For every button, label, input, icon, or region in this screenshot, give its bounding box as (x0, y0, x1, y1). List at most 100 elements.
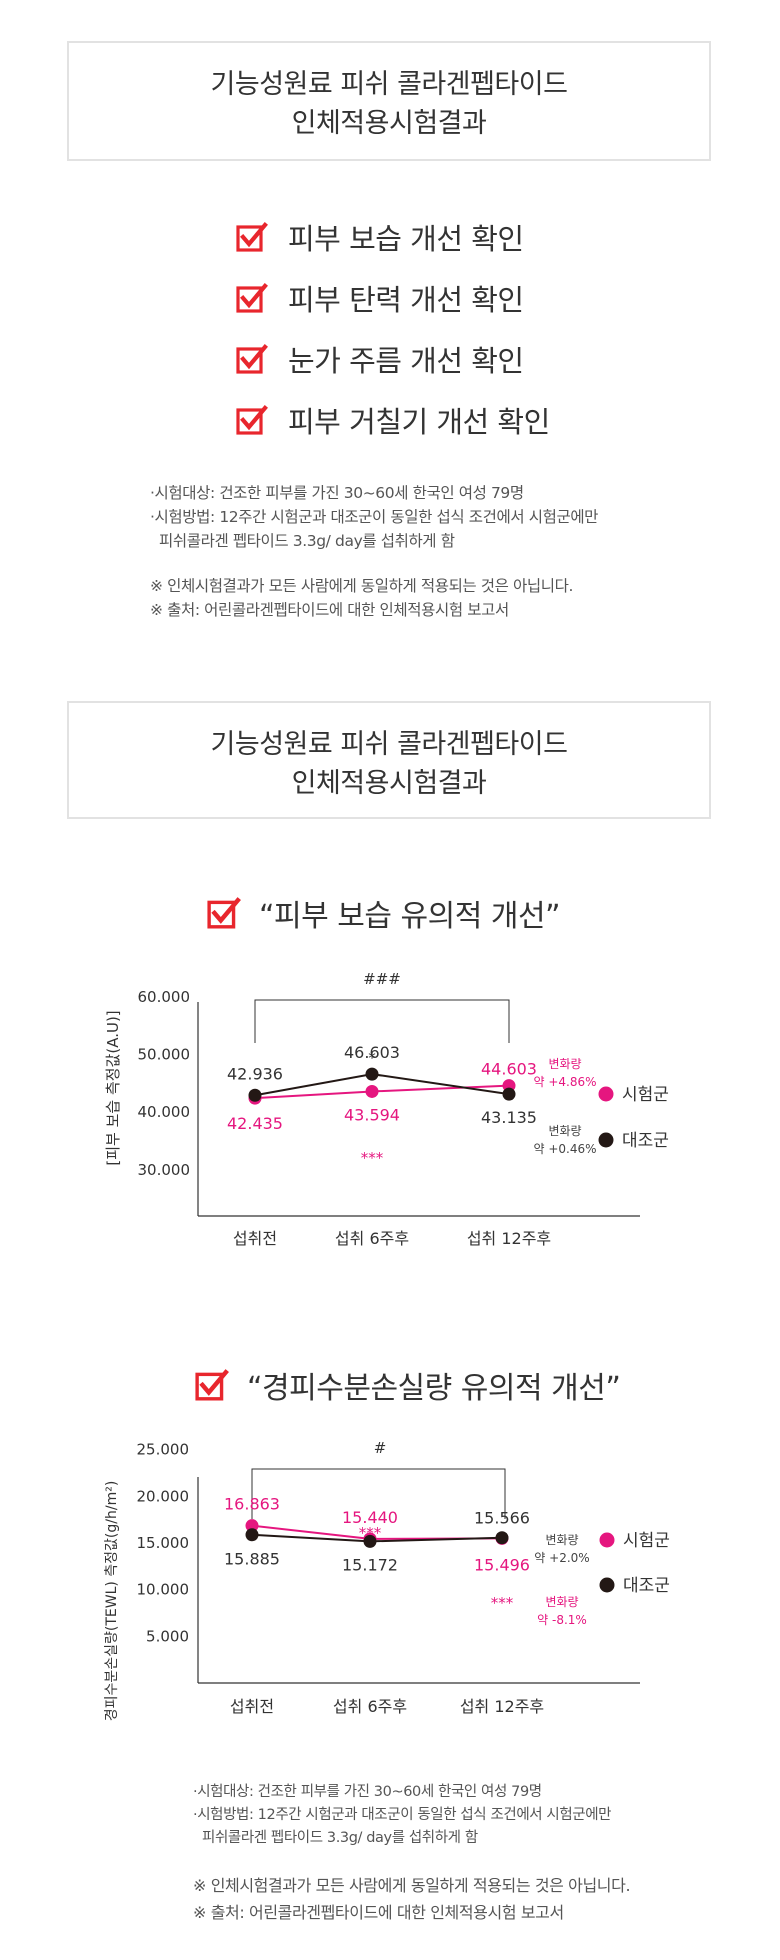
data-label: 15.885 (224, 1550, 280, 1569)
checkbox-check-icon (236, 405, 268, 435)
legend-control-label: 대조군 (623, 1576, 670, 1596)
chart2-test-change-label: 변화량 (545, 1595, 578, 1609)
note-line: ·시험대상: 건조한 피부를 가진 30~60세 한국인 여성 79명 (150, 484, 524, 502)
data-point (245, 1519, 259, 1533)
legend-test-dot (598, 1086, 614, 1102)
footer-notes: ·시험대상: 건조한 피부를 가진 30~60세 한국인 여성 79명 ·시험방… (193, 1781, 612, 1850)
chart2-test-change-value: 약 -8.1% (537, 1612, 587, 1627)
chart2-test-6w-mark: *** (359, 1524, 382, 1542)
legend-control-label: 대조군 (622, 1131, 669, 1151)
y-tick-label: 10.000 (137, 1581, 190, 1599)
tewl-chart: 경피수분손실량(TEWL) 측정값(g/h/m²) 25.000 20.000 15… (104, 1439, 670, 1722)
y-tick-label: 25.000 (137, 1441, 190, 1459)
disclaimer-line: ※ 인체시험결과가 모든 사람에게 동일하게 적용되는 것은 아닙니다. (193, 1876, 631, 1895)
data-point (248, 1088, 262, 1102)
check-label-2: 피부 탄력 개선 확인 (288, 283, 524, 317)
chart2-test-12w-mark: *** (491, 1594, 514, 1612)
check-label-3: 눈가 주름 개선 확인 (288, 344, 524, 378)
chart1-bracket-mark: ### (363, 970, 401, 988)
data-label: 42.936 (227, 1064, 283, 1083)
x-tick-label: 섭취 6주후 (333, 1697, 407, 1716)
check-item-1: 피부 보습 개선 확인 (236, 217, 524, 257)
footer-disclaimers: ※ 인체시험결과가 모든 사람에게 동일하게 적용되는 것은 아닙니다. ※ 출… (193, 1872, 631, 1926)
check-item-2: 피부 탄력 개선 확인 (236, 278, 524, 318)
chart1-control-change-label: 변화량 (548, 1124, 581, 1138)
check-item-4: 피부 거칠기 개선 확인 (236, 400, 550, 440)
chart1-test-change-value: 약 +4.86% (533, 1074, 596, 1089)
check-item-3: 눈가 주름 개선 확인 (236, 339, 524, 379)
data-label: 15.496 (474, 1555, 530, 1574)
y-tick-label: 50.000 (138, 1046, 191, 1064)
data-point (502, 1087, 516, 1101)
section2-title-box: 기능성원료 피쉬 콜라겐펩타이드 인체적용시험결과 (67, 701, 711, 819)
legend-control-dot (599, 1577, 615, 1593)
x-tick-label: 섭취전 (233, 1229, 277, 1248)
check-label-4: 피부 거칠기 개선 확인 (288, 405, 550, 439)
note-line: ·시험방법: 12주간 시험군과 대조군이 동일한 섭식 조건에서 시험군에만 (193, 1807, 612, 1823)
data-label: 43.594 (344, 1105, 400, 1124)
data-point (365, 1084, 379, 1098)
data-label: 43.135 (481, 1108, 537, 1127)
y-tick-label: 20.000 (137, 1487, 190, 1505)
chart2-title-text: “경피수분손실량 유의적 개선” (247, 1371, 621, 1406)
disclaimer-line: ※ 인체시험결과가 모든 사람에게 동일하게 적용되는 것은 아닙니다. (150, 577, 574, 595)
note-line: 피쉬콜라겐 펩타이드 3.3g/ day를 섭취하게 함 (159, 532, 455, 550)
data-label: 15.440 (342, 1508, 398, 1527)
checkbox-check-icon (207, 897, 241, 929)
legend-test-label: 시험군 (622, 1085, 669, 1105)
chart1-title: “피부 보습 유의적 개선” (207, 891, 561, 935)
x-tick-label: 섭취 6주후 (335, 1229, 409, 1248)
x-tick-label: 섭취 12주후 (467, 1229, 551, 1248)
legend-control-dot (598, 1132, 614, 1148)
chart1-control-change-value: 약 +0.46% (533, 1141, 596, 1156)
y-tick-label: 30.000 (138, 1161, 191, 1179)
data-point (365, 1067, 379, 1081)
check-label-1: 피부 보습 개선 확인 (288, 222, 524, 256)
chart2-control-change-value: 약 +2.0% (534, 1550, 589, 1565)
checkbox-check-icon (236, 222, 268, 252)
moisture-chart: [피부 보습 측정값(A.U)] 60.000 50.000 40.000 30.00… (104, 970, 669, 1248)
x-tick-label: 섭취전 (230, 1697, 274, 1716)
chart1-ylabel: [피부 보습 측정값(A.U)] (104, 1010, 122, 1165)
x-tick-label: 섭취 12주후 (460, 1697, 544, 1716)
checkbox-check-icon (236, 283, 268, 313)
series-line (254, 1073, 510, 1097)
chart1-test-6w-mark: *** (361, 1149, 384, 1167)
data-label: 15.172 (342, 1555, 398, 1574)
legend-test-dot (599, 1532, 615, 1548)
data-label: 15.566 (474, 1509, 530, 1528)
section1-title-box: 기능성원료 피쉬 콜라겐펩타이드 인체적용시험결과 (67, 41, 711, 161)
checkbox-check-icon (195, 1369, 229, 1401)
note-line: 피쉬콜라겐 펩타이드 3.3g/ day를 섭취하게 함 (202, 1830, 478, 1846)
data-point (363, 1534, 377, 1548)
chart2-title: “경피수분손실량 유의적 개선” (195, 1363, 621, 1407)
disclaimer-line: ※ 출처: 어린콜라겐펩타이드에 대한 인체적용시험 보고서 (193, 1903, 564, 1922)
chart2-bracket-mark: # (374, 1439, 387, 1457)
note-line: ·시험방법: 12주간 시험군과 대조군이 동일한 섭식 조건에서 시험군에만 (150, 508, 599, 526)
data-label: 42.435 (227, 1114, 283, 1133)
data-point (245, 1528, 259, 1542)
chart2-legend: 시험군 대조군 (599, 1531, 670, 1596)
chart2-control-change-label: 변화량 (545, 1533, 578, 1547)
chart1-test-change-label: 변화량 (548, 1057, 581, 1071)
data-label: 16.863 (224, 1495, 280, 1514)
section1-title-line2: 인체적용시험결과 (291, 108, 487, 139)
chart2-ylabel: 경피수분손실량(TEWL) 측정값(g/h/m²) (104, 1481, 120, 1722)
data-point (495, 1531, 509, 1545)
section1-notes: ·시험대상: 건조한 피부를 가진 30~60세 한국인 여성 79명 ·시험방… (150, 481, 598, 553)
checkbox-check-icon (236, 344, 268, 374)
chart1-legend: 시험군 대조군 (598, 1085, 669, 1151)
legend-test-label: 시험군 (623, 1531, 670, 1551)
chart1-control-6w-mark: * (368, 1049, 376, 1067)
section1-title-line1: 기능성원료 피쉬 콜라겐펩타이드 (210, 69, 568, 100)
data-label: 44.603 (481, 1060, 537, 1079)
disclaimer-line: ※ 출처: 어린콜라겐펩타이드에 대한 인체적용시험 보고서 (150, 601, 509, 619)
y-tick-label: 40.000 (138, 1103, 191, 1121)
y-tick-label: 5.000 (146, 1627, 189, 1645)
y-tick-label: 15.000 (137, 1534, 190, 1552)
data-label: 46.603 (344, 1043, 400, 1062)
section1-disclaimers: ※ 인체시험결과가 모든 사람에게 동일하게 적용되는 것은 아닙니다. ※ 출… (150, 574, 573, 622)
y-tick-label: 60.000 (138, 988, 191, 1006)
section2-title-line1: 기능성원료 피쉬 콜라겐펩타이드 (210, 729, 568, 760)
note-line: ·시험대상: 건조한 피부를 가진 30~60세 한국인 여성 79명 (193, 1784, 542, 1800)
